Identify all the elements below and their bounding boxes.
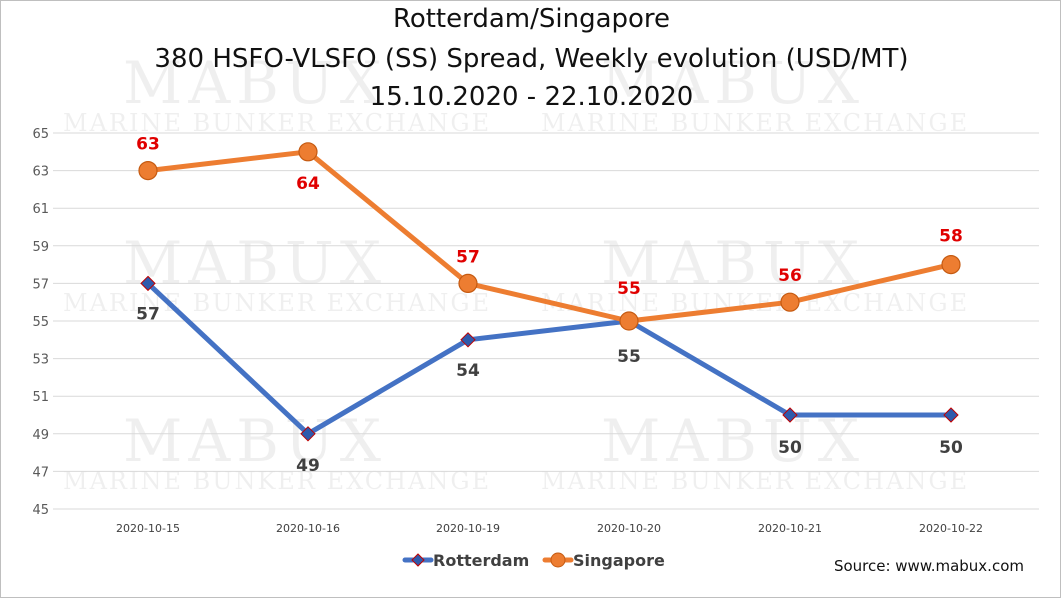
singapore-data-label: 55 <box>617 279 641 299</box>
series-line-rotterdam <box>145 280 954 437</box>
rotterdam-point <box>300 426 316 442</box>
legend-label-rotterdam: Rotterdam <box>433 551 529 570</box>
singapore-point <box>780 292 800 312</box>
gridlines <box>53 132 1039 510</box>
series-lines <box>145 149 954 437</box>
x-tick-label: 2020-10-16 <box>276 522 340 535</box>
data-labels: 57 49 54 55 50 50 63 64 57 55 56 58 <box>136 135 963 476</box>
y-tick-label: 49 <box>32 428 49 443</box>
legend-marker-rotterdam <box>411 553 425 567</box>
y-tick-label: 63 <box>32 165 49 180</box>
rotterdam-point <box>782 407 798 423</box>
y-tick-label: 57 <box>32 277 49 292</box>
singapore-point <box>298 142 318 162</box>
singapore-point <box>138 161 158 181</box>
y-tick-label: 61 <box>32 202 49 217</box>
rotterdam-point <box>943 407 959 423</box>
x-axis-ticks: 2020-10-15 2020-10-16 2020-10-19 2020-10-20… <box>116 522 983 535</box>
y-tick-label: 65 <box>32 127 49 142</box>
watermark-tagline: MARINE BUNKER EXCHANGE <box>63 289 491 317</box>
watermark-tagline: MARINE BUNKER EXCHANGE <box>541 109 969 137</box>
rotterdam-data-label: 54 <box>456 361 480 381</box>
rotterdam-data-label: 50 <box>939 438 963 458</box>
rotterdam-data-label: 55 <box>617 347 641 367</box>
x-tick-label: 2020-10-22 <box>919 522 983 535</box>
rotterdam-point <box>140 275 156 292</box>
watermark-brand: MABUX <box>123 49 387 117</box>
legend-marker-singapore <box>550 552 566 568</box>
chart-title-line-2: 380 HSFO-VLSFO (SS) Spread, Weekly evolu… <box>154 44 909 74</box>
y-tick-label: 59 <box>32 240 49 255</box>
watermark-brand: MABUX <box>123 229 387 297</box>
y-tick-label: 55 <box>32 315 49 330</box>
singapore-point <box>458 273 478 293</box>
y-axis-ticks: 45 47 49 51 53 55 57 59 61 63 65 <box>32 127 49 518</box>
x-tick-label: 2020-10-19 <box>436 522 500 535</box>
rotterdam-data-label: 50 <box>778 438 802 458</box>
x-tick-label: 2020-10-21 <box>758 522 822 535</box>
rotterdam-point <box>460 332 476 348</box>
chart-title-line-3: 15.10.2020 - 22.10.2020 <box>369 82 694 112</box>
y-tick-label: 51 <box>32 390 49 405</box>
x-tick-label: 2020-10-15 <box>116 522 180 535</box>
x-tick-label: 2020-10-20 <box>597 522 661 535</box>
source-note: Source: www.mabux.com <box>833 557 1024 575</box>
y-tick-label: 45 <box>32 503 49 518</box>
singapore-data-label: 58 <box>939 227 963 247</box>
chart-title-line-1: Rotterdam/Singapore <box>392 4 671 34</box>
rotterdam-data-label: 49 <box>296 456 320 476</box>
y-tick-label: 53 <box>32 353 49 368</box>
singapore-data-label: 64 <box>296 174 320 194</box>
watermark-brand: MABUX <box>123 407 387 475</box>
series-line-singapore <box>145 149 954 324</box>
watermark-brand: MABUX <box>601 229 865 297</box>
singapore-data-label: 56 <box>778 266 802 286</box>
singapore-point <box>941 255 961 275</box>
singapore-data-label: 63 <box>136 135 160 155</box>
watermark-brand: MABUX <box>601 49 865 117</box>
watermark-brand: MABUX <box>601 407 865 475</box>
watermark-tagline: MARINE BUNKER EXCHANGE <box>541 289 969 317</box>
watermark-tagline: MARINE BUNKER EXCHANGE <box>63 109 491 137</box>
rotterdam-data-label: 57 <box>136 304 160 324</box>
singapore-data-label: 57 <box>456 247 480 267</box>
legend: Rotterdam Singapore <box>402 551 665 570</box>
y-tick-label: 47 <box>32 465 49 480</box>
singapore-point <box>619 311 639 331</box>
legend-label-singapore: Singapore <box>573 551 665 570</box>
series-markers <box>138 142 961 442</box>
